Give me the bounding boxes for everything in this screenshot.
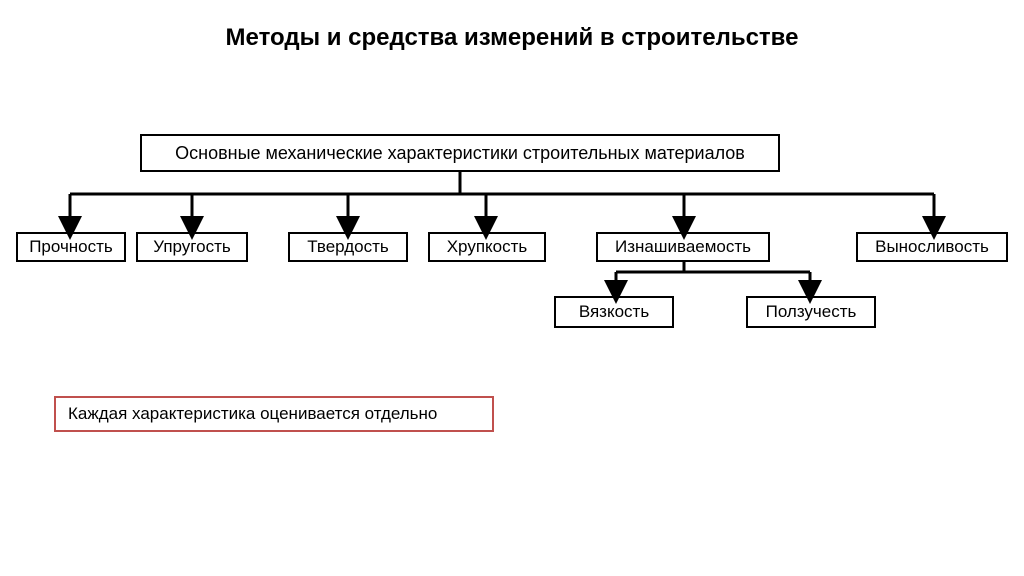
child-box-1: Упругость — [136, 232, 248, 262]
child-box-3: Хрупкость — [428, 232, 546, 262]
child-box-0: Прочность — [16, 232, 126, 262]
connectors-svg — [0, 0, 1024, 576]
subchild-box-1: Ползучесть — [746, 296, 876, 328]
child-box-4: Изнашиваемость — [596, 232, 770, 262]
page-title: Методы и средства измерений в строительс… — [0, 24, 1024, 52]
note-box: Каждая характеристика оценивается отдель… — [54, 396, 494, 432]
subchild-box-0: Вязкость — [554, 296, 674, 328]
child-box-5: Выносливость — [856, 232, 1008, 262]
root-box: Основные механические характеристики стр… — [140, 134, 780, 172]
child-box-2: Твердость — [288, 232, 408, 262]
